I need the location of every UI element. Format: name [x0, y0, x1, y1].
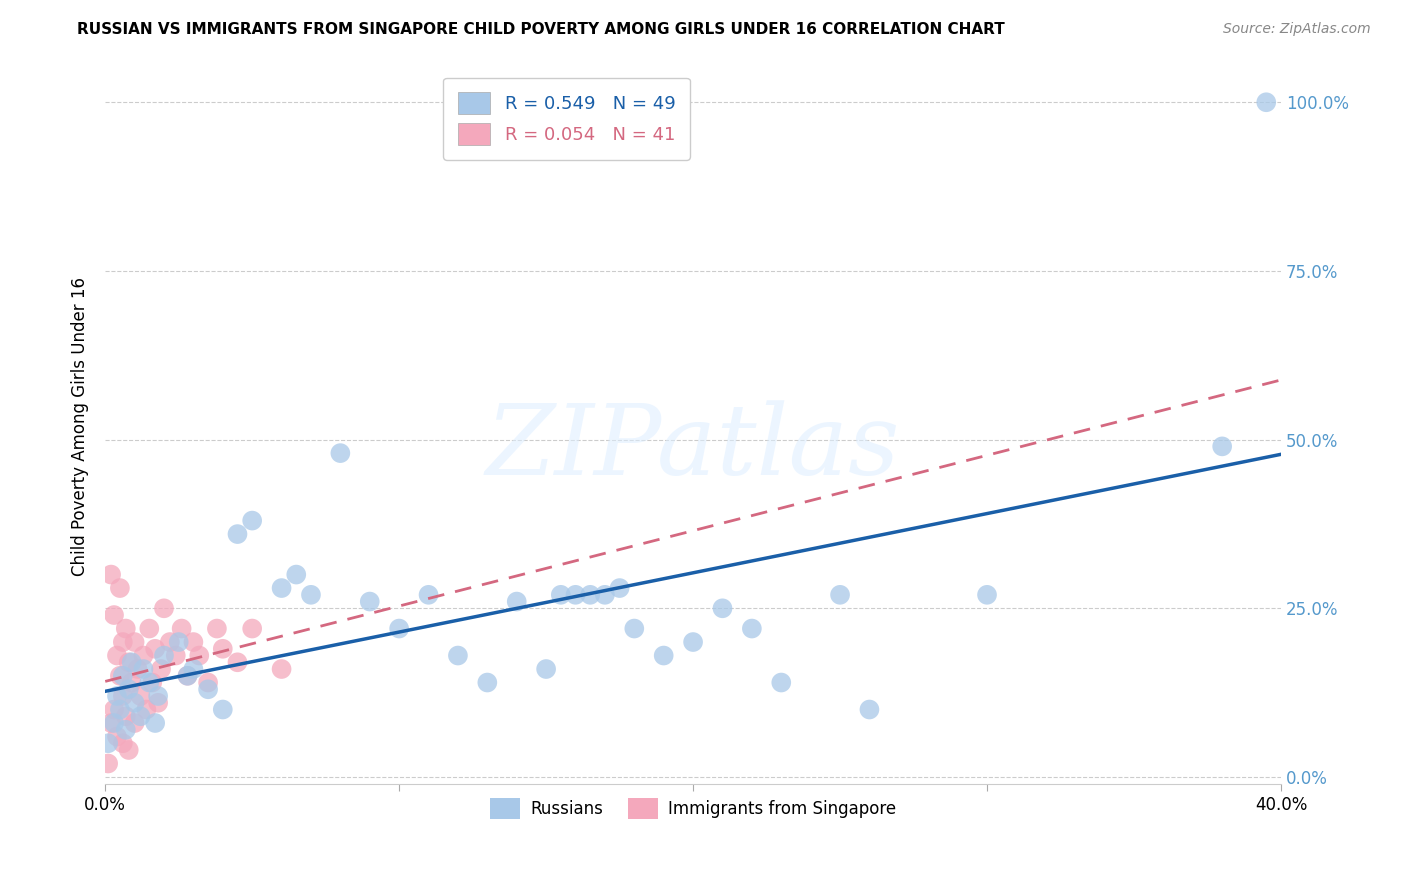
- Point: [146, 696, 169, 710]
- Point: [741, 622, 763, 636]
- Point: [103, 702, 125, 716]
- Point: [114, 709, 136, 723]
- Point: [1211, 439, 1233, 453]
- Point: [124, 716, 146, 731]
- Point: [197, 675, 219, 690]
- Text: RUSSIAN VS IMMIGRANTS FROM SINGAPORE CHILD POVERTY AMONG GIRLS UNDER 16 CORRELAT: RUSSIAN VS IMMIGRANTS FROM SINGAPORE CHI…: [77, 22, 1005, 37]
- Point: [828, 588, 851, 602]
- Point: [285, 567, 308, 582]
- Point: [153, 601, 176, 615]
- Point: [534, 662, 557, 676]
- Point: [135, 702, 157, 716]
- Point: [124, 696, 146, 710]
- Point: [132, 648, 155, 663]
- Point: [711, 601, 734, 615]
- Point: [176, 669, 198, 683]
- Point: [447, 648, 470, 663]
- Point: [143, 716, 166, 731]
- Point: [153, 648, 176, 663]
- Point: [141, 675, 163, 690]
- Point: [270, 581, 292, 595]
- Point: [100, 567, 122, 582]
- Point: [121, 655, 143, 669]
- Point: [240, 514, 263, 528]
- Point: [211, 702, 233, 716]
- Point: [593, 588, 616, 602]
- Point: [477, 675, 499, 690]
- Legend: Russians, Immigrants from Singapore: Russians, Immigrants from Singapore: [484, 792, 903, 825]
- Point: [226, 527, 249, 541]
- Point: [270, 662, 292, 676]
- Point: [197, 682, 219, 697]
- Point: [652, 648, 675, 663]
- Point: [103, 608, 125, 623]
- Point: [205, 622, 228, 636]
- Point: [165, 648, 187, 663]
- Point: [976, 588, 998, 602]
- Point: [114, 622, 136, 636]
- Point: [118, 743, 141, 757]
- Point: [129, 709, 152, 723]
- Point: [111, 736, 134, 750]
- Point: [418, 588, 440, 602]
- Point: [176, 669, 198, 683]
- Point: [105, 689, 128, 703]
- Point: [564, 588, 586, 602]
- Point: [188, 648, 211, 663]
- Point: [579, 588, 602, 602]
- Point: [506, 594, 529, 608]
- Point: [108, 702, 131, 716]
- Point: [388, 622, 411, 636]
- Point: [143, 641, 166, 656]
- Point: [359, 594, 381, 608]
- Point: [103, 716, 125, 731]
- Point: [240, 622, 263, 636]
- Point: [118, 682, 141, 697]
- Point: [132, 662, 155, 676]
- Text: ZIPatlas: ZIPatlas: [486, 400, 900, 495]
- Point: [682, 635, 704, 649]
- Point: [127, 662, 149, 676]
- Point: [105, 648, 128, 663]
- Point: [121, 675, 143, 690]
- Point: [97, 736, 120, 750]
- Point: [550, 588, 572, 602]
- Point: [1256, 95, 1278, 110]
- Y-axis label: Child Poverty Among Girls Under 16: Child Poverty Among Girls Under 16: [72, 277, 89, 575]
- Point: [111, 689, 134, 703]
- Point: [111, 669, 134, 683]
- Point: [299, 588, 322, 602]
- Point: [129, 689, 152, 703]
- Point: [170, 622, 193, 636]
- Point: [138, 622, 160, 636]
- Point: [858, 702, 880, 716]
- Point: [105, 730, 128, 744]
- Point: [167, 635, 190, 649]
- Point: [111, 635, 134, 649]
- Point: [124, 635, 146, 649]
- Point: [770, 675, 793, 690]
- Point: [623, 622, 645, 636]
- Point: [146, 689, 169, 703]
- Point: [97, 756, 120, 771]
- Point: [100, 716, 122, 731]
- Point: [150, 662, 173, 676]
- Point: [183, 635, 205, 649]
- Point: [226, 655, 249, 669]
- Point: [108, 669, 131, 683]
- Point: [118, 655, 141, 669]
- Point: [211, 641, 233, 656]
- Point: [183, 662, 205, 676]
- Point: [108, 581, 131, 595]
- Point: [159, 635, 181, 649]
- Point: [114, 723, 136, 737]
- Point: [329, 446, 352, 460]
- Point: [138, 675, 160, 690]
- Text: Source: ZipAtlas.com: Source: ZipAtlas.com: [1223, 22, 1371, 37]
- Point: [609, 581, 631, 595]
